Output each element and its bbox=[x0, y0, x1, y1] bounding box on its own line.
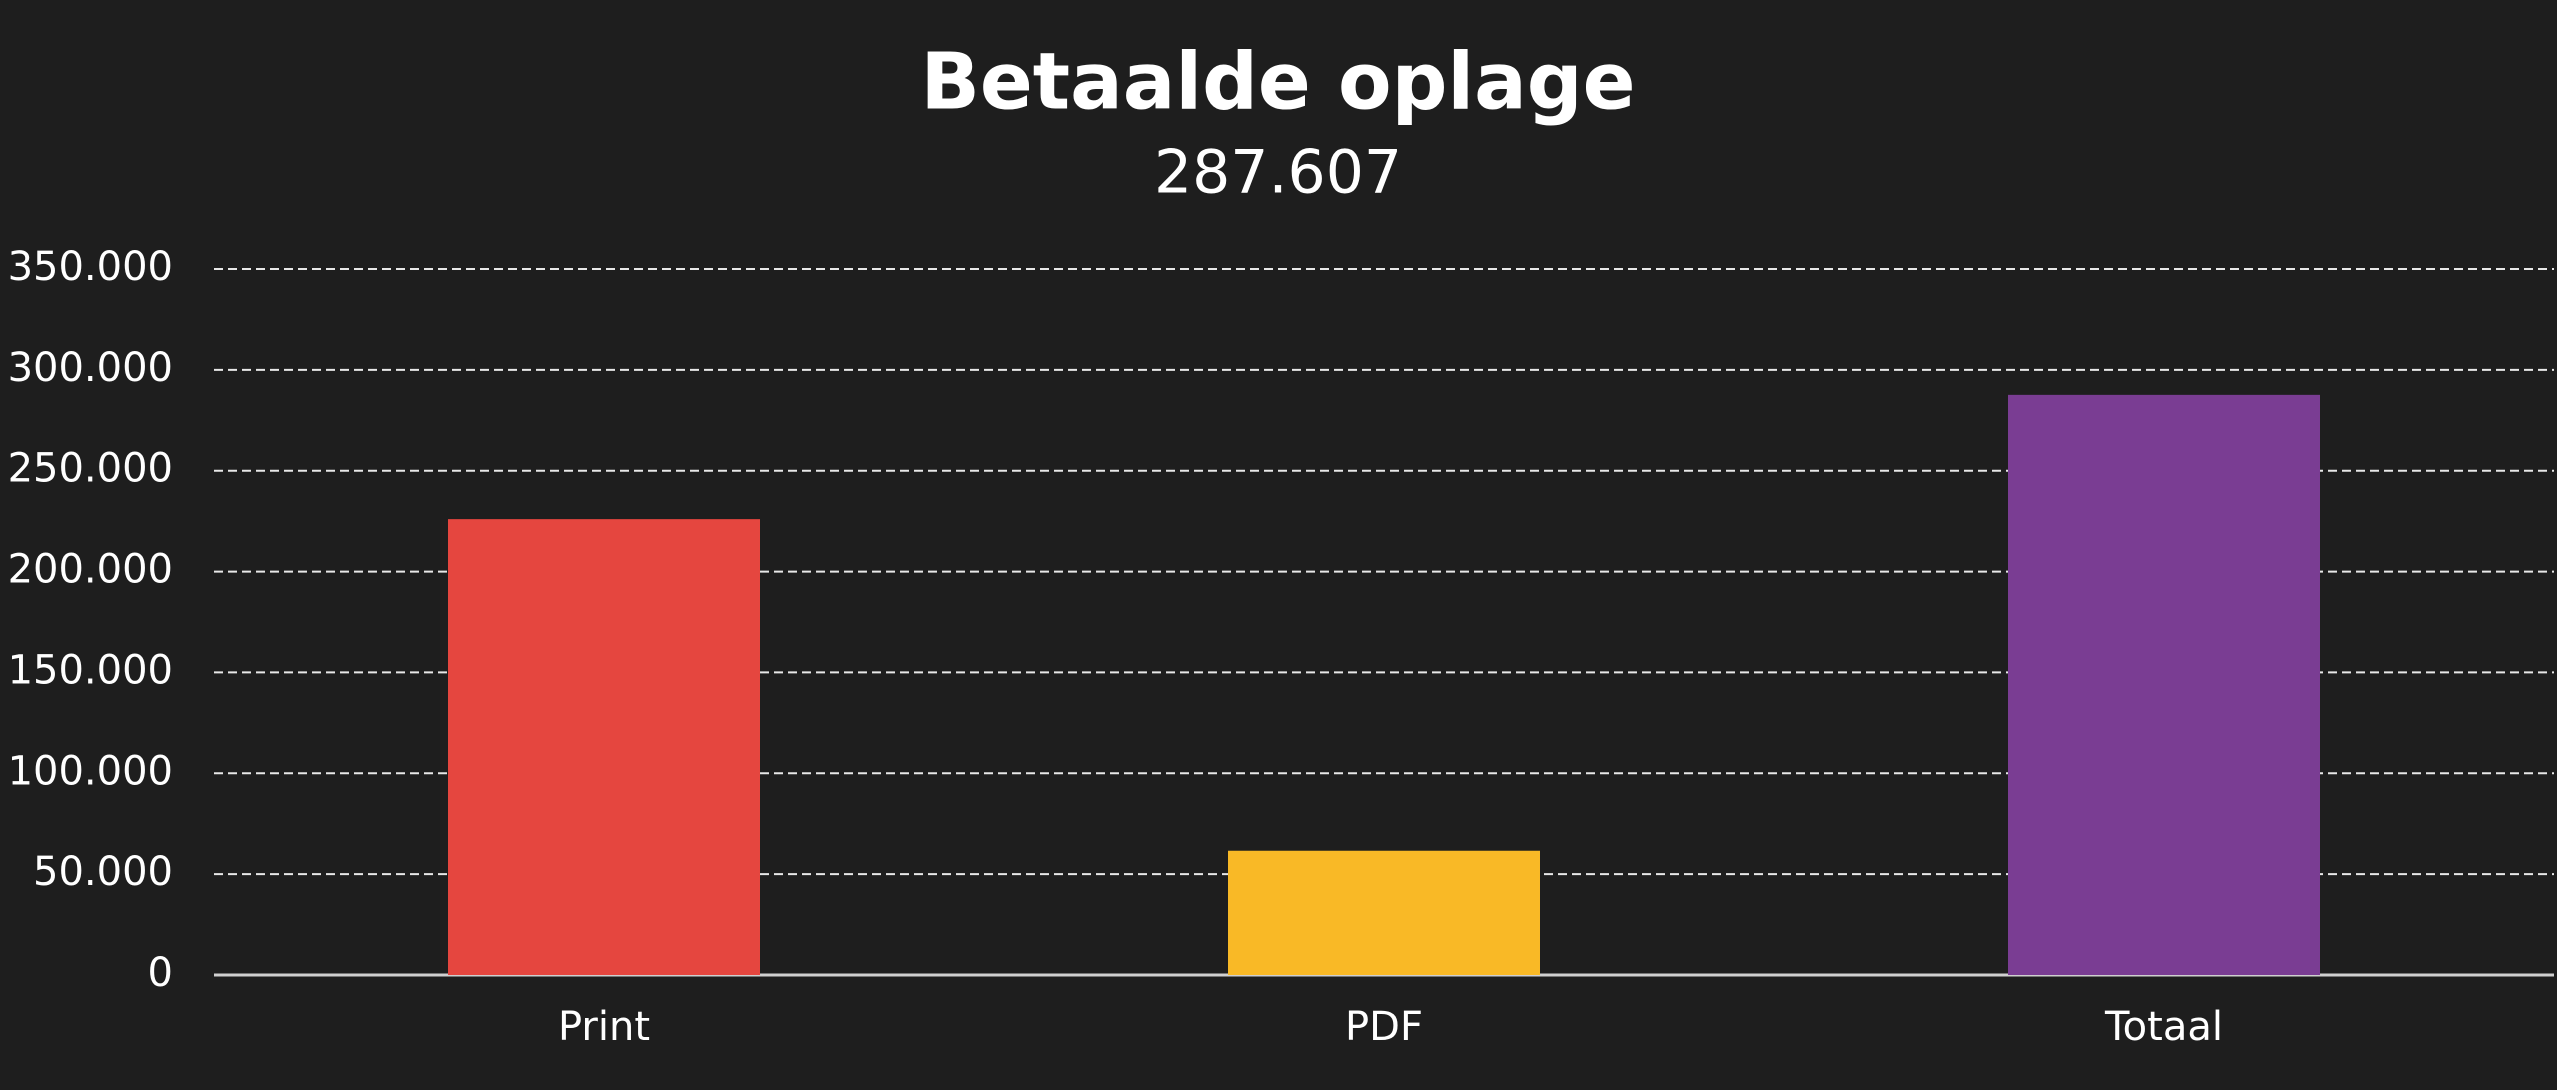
bar bbox=[448, 519, 760, 975]
y-tick-label: 350.000 bbox=[8, 244, 173, 290]
y-tick-label: 150.000 bbox=[8, 647, 173, 693]
x-tick-label: Totaal bbox=[2104, 1004, 2223, 1050]
y-tick-label: 100.000 bbox=[8, 748, 173, 794]
x-tick-label: PDF bbox=[1345, 1004, 1423, 1050]
y-tick-label: 300.000 bbox=[8, 345, 173, 391]
x-tick-label: Print bbox=[558, 1004, 650, 1050]
y-tick-label: 250.000 bbox=[8, 446, 173, 492]
y-tick-label: 0 bbox=[148, 950, 173, 996]
bar bbox=[1228, 850, 1540, 975]
chart-subtitle: 287.607 bbox=[1154, 138, 1402, 208]
bar bbox=[2008, 394, 2320, 975]
y-tick-label: 200.000 bbox=[8, 547, 173, 593]
y-tick-label: 50.000 bbox=[33, 849, 173, 895]
chart-title: Betaalde oplage bbox=[920, 37, 1635, 127]
